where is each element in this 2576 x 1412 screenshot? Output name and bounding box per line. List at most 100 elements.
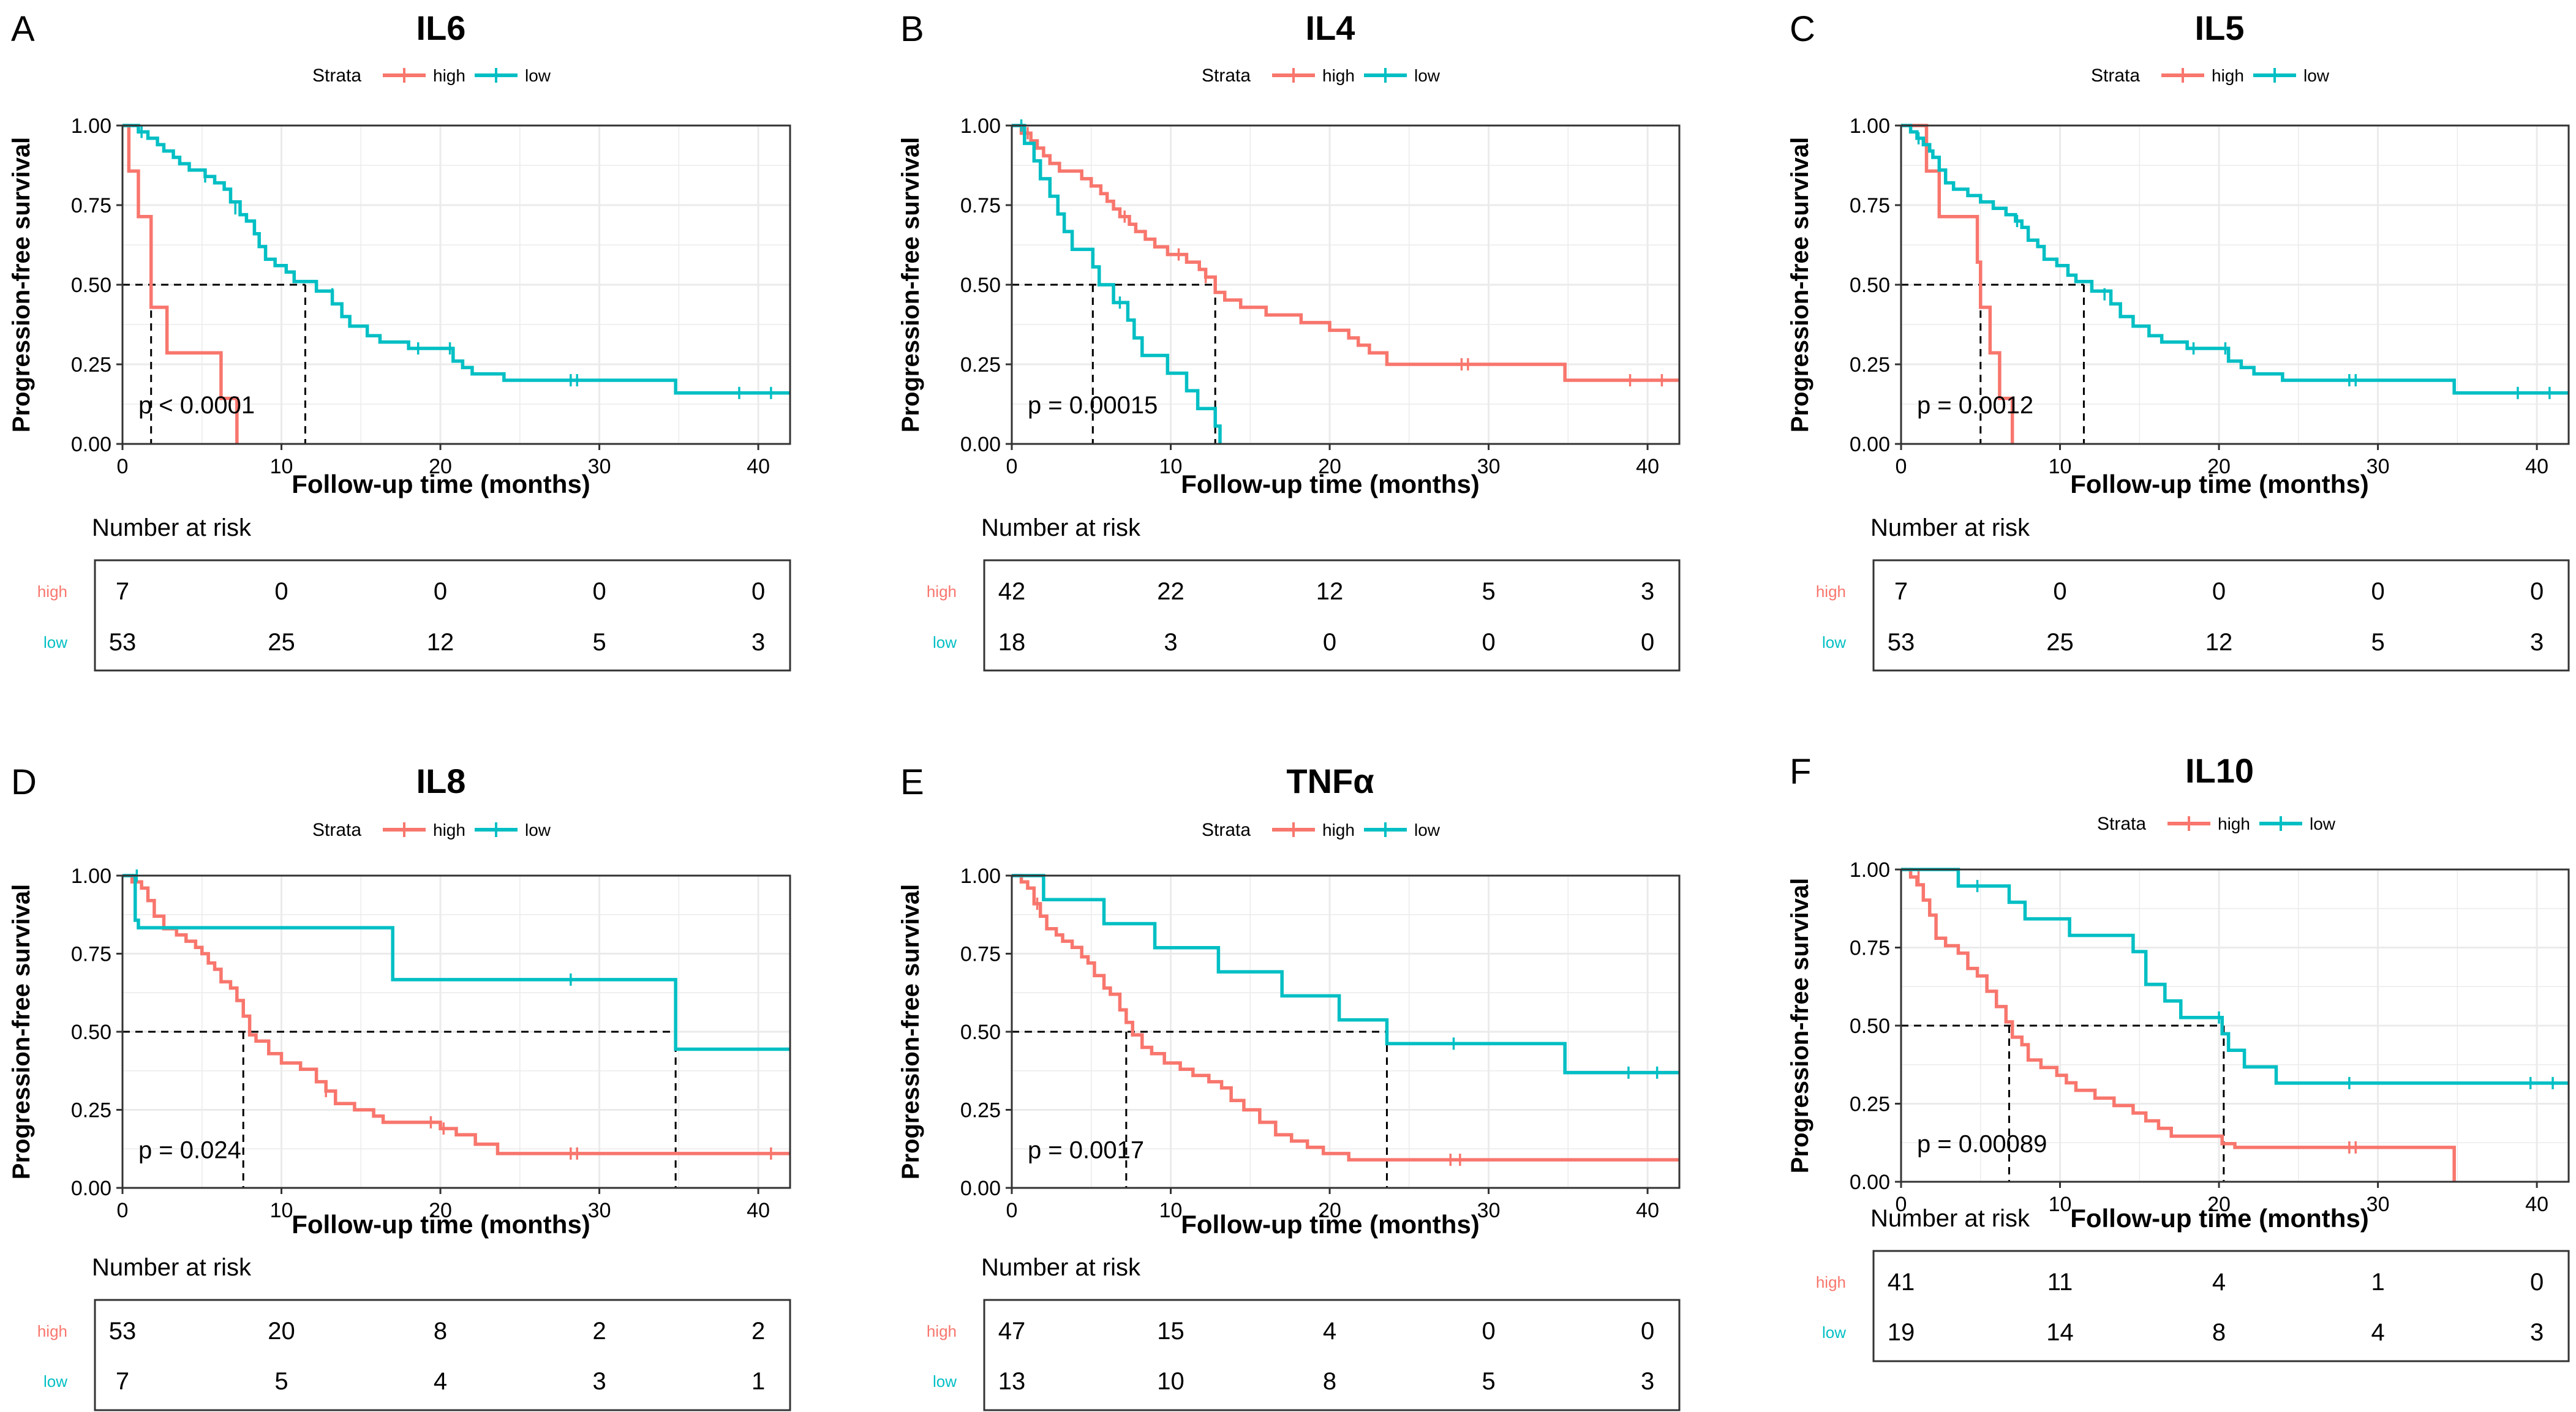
panel-d: D IL8 Strata high low p = 0.024 0.00 0.25 0.50 0.… (8, 762, 791, 1411)
panel-label: D (11, 762, 37, 802)
risk-row-label-high: high (37, 1322, 67, 1340)
risk-count-low: 5 (592, 629, 606, 656)
risk-count-high: 7 (1894, 578, 1908, 605)
risk-table-frame (94, 1299, 791, 1411)
x-tick-label: 40 (2525, 455, 2548, 478)
risk-table-title: Number at risk (92, 514, 252, 541)
legend-label-low: low (525, 66, 551, 85)
x-tick-label: 30 (2367, 1193, 2390, 1216)
km-curve-high (1901, 124, 2014, 444)
risk-count-low: 5 (1482, 1368, 1495, 1395)
y-tick-label: 0.75 (960, 194, 1001, 217)
y-tick-label: 0.50 (960, 274, 1001, 297)
x-tick-label: 0 (1896, 455, 1907, 478)
p-value: p = 0.024 (138, 1136, 241, 1163)
x-tick-label: 10 (1159, 455, 1183, 478)
panel-label: E (900, 762, 924, 802)
y-axis-label: Progression-free survival (1787, 137, 1813, 432)
risk-table-frame (983, 1299, 1681, 1411)
risk-count-high: 4 (2212, 1269, 2226, 1296)
risk-count-low: 0 (1641, 629, 1654, 656)
risk-count-high: 0 (2530, 578, 2544, 605)
y-tick-label: 1.00 (1850, 115, 1890, 138)
risk-row-label-high: high (1816, 582, 1846, 601)
median-lines (122, 284, 306, 444)
y-axis-label: Progression-free survival (1787, 878, 1813, 1173)
risk-count-high: 8 (434, 1318, 447, 1345)
legend-label-low: low (1414, 821, 1441, 839)
y-tick-label: 0.25 (1850, 353, 1890, 377)
x-tick-label: 40 (2525, 1193, 2548, 1216)
risk-count-high: 42 (998, 578, 1026, 605)
risk-count-high: 3 (1641, 578, 1654, 605)
legend-title: Strata (1202, 66, 1251, 86)
x-tick-label: 20 (2207, 455, 2231, 478)
legend: Strata high low (1202, 820, 1441, 840)
legend-label-high: high (2212, 66, 2244, 85)
y-tick-label: 0.75 (960, 943, 1001, 966)
x-axis-label: Follow-up time (months) (2070, 1204, 2369, 1233)
x-tick-label: 0 (117, 1199, 129, 1222)
legend-label-high: high (1322, 66, 1355, 85)
y-tick-label: 1.00 (71, 115, 111, 138)
risk-count-high: 12 (1316, 578, 1344, 605)
y-tick-label: 1.00 (71, 865, 111, 888)
km-curve-high (1012, 874, 1679, 1162)
chart-title: TNFα (1286, 762, 1374, 800)
chart-title: IL10 (2185, 751, 2254, 790)
x-tick-label: 20 (429, 455, 452, 478)
x-tick-label: 30 (588, 1199, 611, 1222)
km-curve-low (1012, 874, 1679, 1075)
risk-count-low: 5 (2371, 629, 2384, 656)
risk-count-low: 19 (1888, 1319, 1915, 1346)
legend: Strata high low (1202, 66, 1441, 86)
risk-count-low: 3 (592, 1368, 606, 1395)
x-tick-label: 20 (1318, 1199, 1341, 1222)
x-tick-label: 10 (270, 455, 293, 478)
y-tick-label: 0.00 (1850, 433, 1890, 456)
x-tick-label: 0 (117, 455, 129, 478)
risk-count-low: 25 (268, 629, 295, 656)
risk-table-frame (983, 559, 1681, 672)
x-axis-label: Follow-up time (months) (1181, 470, 1480, 498)
x-tick-label: 30 (1477, 455, 1501, 478)
legend-label-low: low (1414, 66, 1441, 85)
panel-c: C IL5 Strata high low p = 0.0012 0.00 0.25 0.50 0… (1787, 9, 2570, 672)
x-tick-label: 0 (1896, 1193, 1907, 1216)
chart-title: IL4 (1306, 9, 1355, 47)
y-tick-label: 0.50 (71, 274, 111, 297)
y-tick-label: 0.00 (71, 433, 111, 456)
risk-count-low: 18 (998, 629, 1026, 656)
panel-e: E TNFα Strata high low p = 0.0017 0.00 0.25 0.50… (897, 762, 1681, 1411)
y-tick-label: 0.25 (1850, 1093, 1890, 1116)
panel-b: B IL4 Strata high low p = 0.00015 0.00 0.25 0.50… (897, 9, 1681, 672)
risk-table-frame (1872, 1250, 2570, 1362)
y-axis-label: Progression-free survival (897, 137, 924, 432)
risk-count-high: 0 (2530, 1269, 2544, 1296)
risk-count-low: 5 (274, 1368, 288, 1395)
y-tick-label: 0.00 (71, 1177, 111, 1200)
x-axis-label: Follow-up time (months) (292, 1210, 590, 1239)
risk-row-label-high: high (37, 582, 67, 601)
risk-count-high: 0 (2053, 578, 2066, 605)
x-tick-label: 10 (270, 1199, 293, 1222)
risk-count-high: 41 (1888, 1269, 1915, 1296)
legend-label-high: high (1322, 821, 1355, 839)
risk-table: Number at risk high 53 20 8 2 2 low 7 5 4 3 1 (37, 1254, 791, 1411)
x-tick-label: 20 (429, 1199, 452, 1222)
risk-count-high: 53 (109, 1318, 137, 1345)
risk-count-high: 0 (1641, 1318, 1654, 1345)
y-tick-label: 0.25 (960, 353, 1001, 377)
legend-label-low: low (2310, 814, 2336, 833)
p-value: p = 0.0012 (1917, 392, 2033, 419)
x-tick-label: 40 (1636, 1199, 1659, 1222)
x-tick-label: 40 (1636, 455, 1659, 478)
chart-title: IL6 (416, 9, 466, 47)
x-tick-label: 30 (588, 455, 611, 478)
risk-count-high: 0 (274, 578, 288, 605)
risk-count-low: 12 (2205, 629, 2233, 656)
